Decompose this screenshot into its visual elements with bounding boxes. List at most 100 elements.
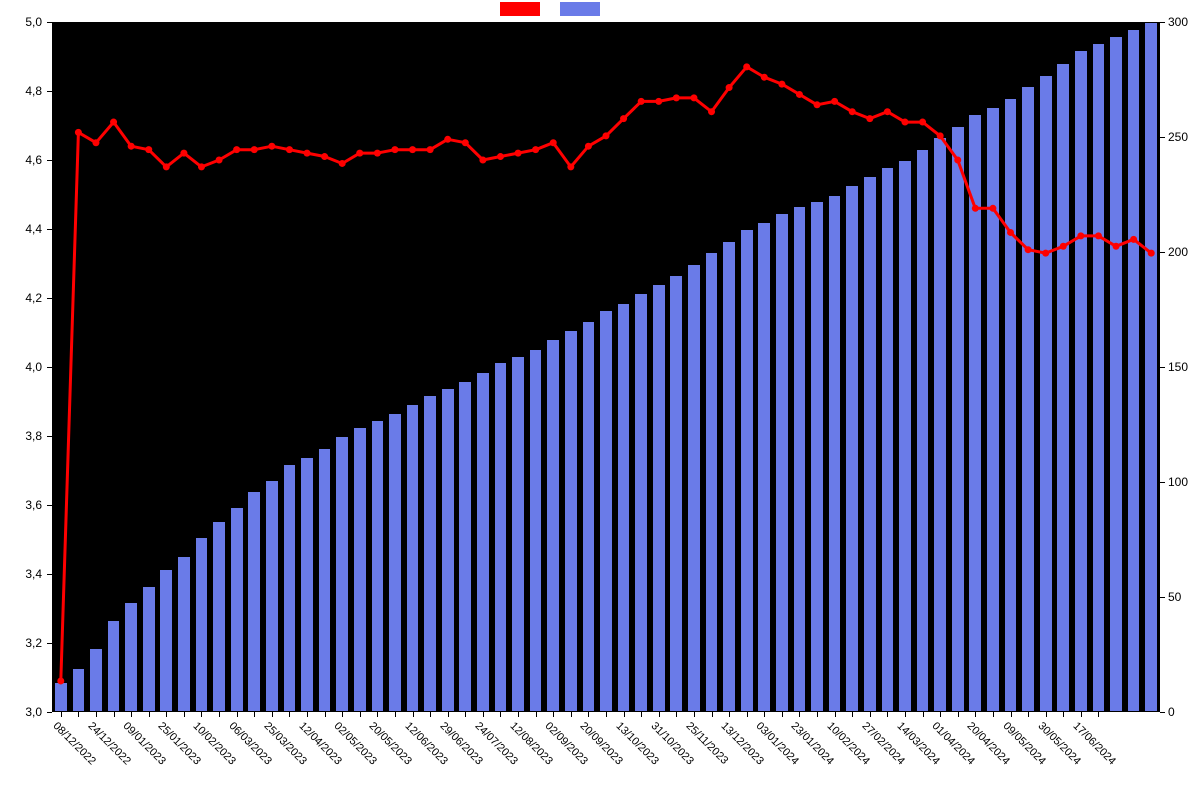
bar: [107, 620, 121, 712]
x-tick: [1081, 712, 1082, 717]
y-left-tick: [47, 298, 52, 299]
bar: [722, 241, 736, 713]
bar: [951, 126, 965, 713]
y-left-tick-label: 5,0: [0, 15, 42, 29]
x-tick: [694, 712, 695, 717]
bar: [669, 275, 683, 712]
y-right-tick: [1160, 137, 1165, 138]
x-tick: [958, 712, 959, 717]
x-tick: [1098, 712, 1099, 717]
x-tick: [712, 712, 713, 717]
bar: [564, 330, 578, 712]
x-tick: [870, 712, 871, 717]
bar: [582, 321, 596, 712]
y-right-tick-label: 150: [1168, 360, 1188, 374]
bar: [1127, 29, 1141, 712]
x-tick: [624, 712, 625, 717]
y-right-tick-label: 300: [1168, 15, 1188, 29]
bar: [986, 107, 1000, 712]
legend-swatch-bar: [560, 2, 600, 16]
x-tick: [641, 712, 642, 717]
bar: [933, 137, 947, 712]
y-left-tick-label: 4,4: [0, 222, 42, 236]
x-tick: [114, 712, 115, 717]
bar: [371, 420, 385, 712]
bar: [406, 404, 420, 712]
bar: [1056, 63, 1070, 712]
bar: [845, 185, 859, 712]
x-tick: [1028, 712, 1029, 717]
x-tick: [588, 712, 589, 717]
x-tick: [254, 712, 255, 717]
bar: [757, 222, 771, 712]
x-tick: [219, 712, 220, 717]
x-tick: [923, 712, 924, 717]
bar: [494, 362, 508, 712]
bar: [142, 586, 156, 713]
y-left-tick-label: 4,0: [0, 360, 42, 374]
y-left-tick: [47, 436, 52, 437]
x-tick: [289, 712, 290, 717]
bar: [72, 668, 86, 712]
bar: [968, 114, 982, 712]
y-right-tick-label: 0: [1168, 705, 1175, 719]
bar: [1021, 86, 1035, 712]
x-tick: [166, 712, 167, 717]
bar: [318, 448, 332, 713]
y-left-tick: [47, 367, 52, 368]
bar: [212, 521, 226, 712]
bar: [652, 284, 666, 712]
x-tick: [536, 712, 537, 717]
y-left-tick-label: 4,2: [0, 291, 42, 305]
y-right-tick: [1160, 367, 1165, 368]
bar: [775, 213, 789, 712]
bar: [353, 427, 367, 712]
y-left-tick: [47, 574, 52, 575]
x-tick: [518, 712, 519, 717]
y-right-tick-label: 250: [1168, 130, 1188, 144]
y-right-tick-label: 50: [1168, 590, 1181, 604]
bar: [1092, 43, 1106, 712]
bar: [124, 602, 138, 712]
x-tick: [448, 712, 449, 717]
legend: [500, 2, 600, 16]
y-right-tick: [1160, 712, 1165, 713]
x-tick: [729, 712, 730, 717]
y-left-tick-label: 3,8: [0, 429, 42, 443]
y-left-tick-label: 3,4: [0, 567, 42, 581]
bar: [863, 176, 877, 712]
y-left-tick-label: 4,8: [0, 84, 42, 98]
y-left-tick-label: 3,2: [0, 636, 42, 650]
bar: [230, 507, 244, 712]
x-tick: [131, 712, 132, 717]
x-tick: [465, 712, 466, 717]
x-tick: [887, 712, 888, 717]
bar: [916, 149, 930, 713]
y-left-tick: [47, 712, 52, 713]
x-tick: [61, 712, 62, 717]
bar: [265, 480, 279, 712]
bar: [881, 167, 895, 712]
x-tick: [237, 712, 238, 717]
x-tick: [360, 712, 361, 717]
y-left-tick: [47, 91, 52, 92]
x-tick: [676, 712, 677, 717]
bar: [705, 252, 719, 712]
bar: [54, 682, 68, 712]
x-tick: [571, 712, 572, 717]
bar: [441, 388, 455, 712]
bar: [1109, 36, 1123, 712]
bar: [740, 229, 754, 712]
y-left-tick-label: 3,0: [0, 705, 42, 719]
x-tick: [747, 712, 748, 717]
x-tick: [1011, 712, 1012, 717]
bar: [195, 537, 209, 712]
y-right-tick-label: 100: [1168, 475, 1188, 489]
bar: [810, 201, 824, 712]
x-tick: [993, 712, 994, 717]
y-right-tick: [1160, 22, 1165, 23]
bar: [898, 160, 912, 712]
legend-swatch-line: [500, 2, 540, 16]
x-tick: [553, 712, 554, 717]
x-tick: [377, 712, 378, 717]
